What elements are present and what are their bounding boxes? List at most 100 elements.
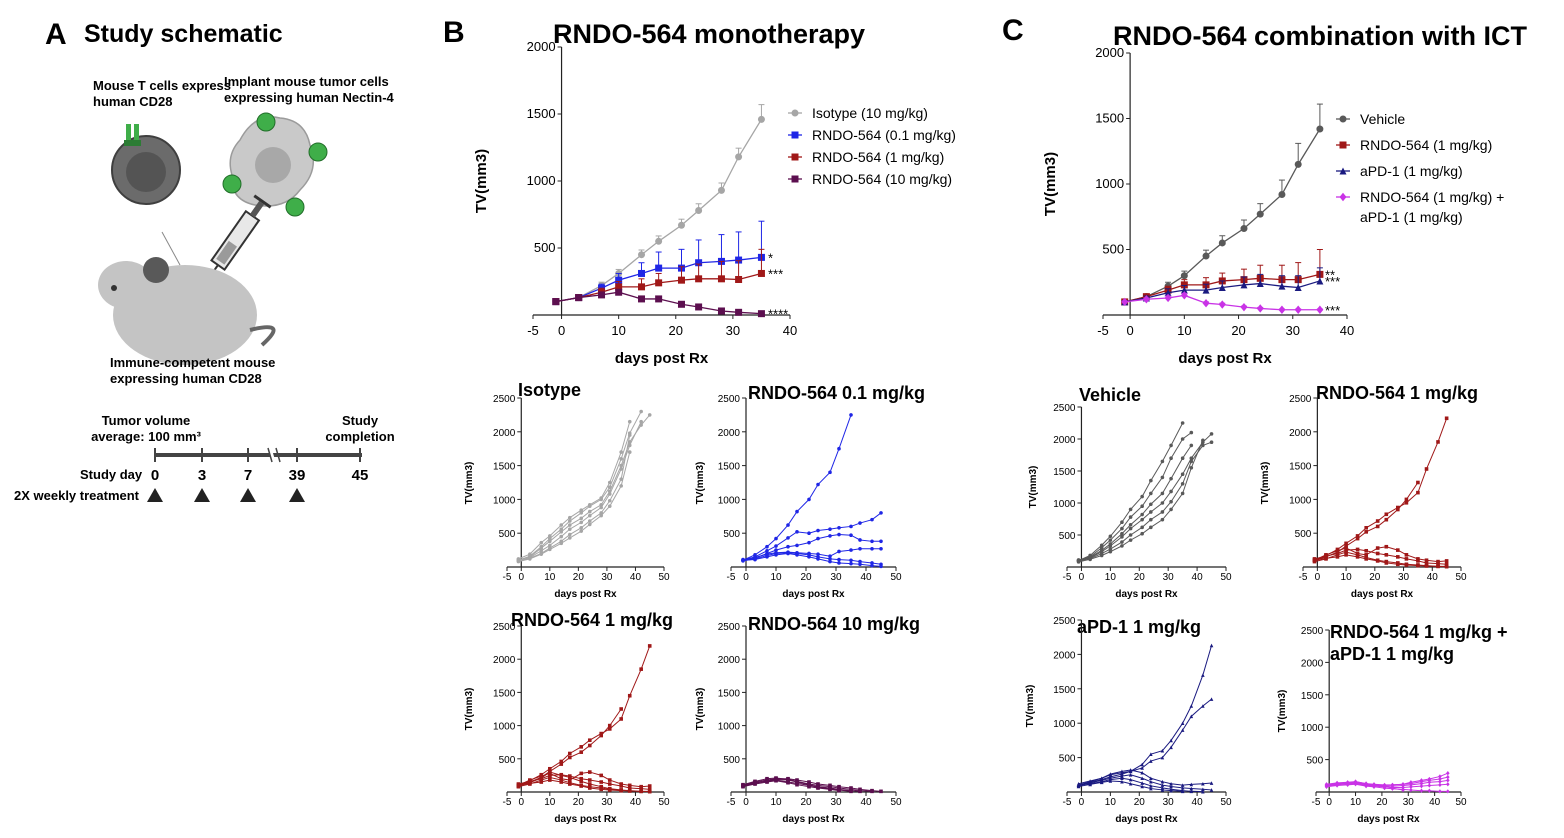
data-point — [1209, 788, 1214, 792]
data-point — [1416, 563, 1420, 568]
data-point — [1149, 510, 1153, 514]
study-day-label: Study day — [80, 467, 143, 482]
treatment-label: 2X weekly treatment — [14, 488, 140, 503]
day-45: 45 — [352, 467, 369, 484]
data-point — [579, 511, 584, 515]
data-point — [1294, 305, 1302, 314]
data-point — [1140, 770, 1144, 775]
x-tick-label: 30 — [1403, 797, 1415, 808]
data-point — [1108, 534, 1113, 539]
data-point — [559, 773, 564, 778]
data-point — [607, 504, 612, 508]
treatment-triangle-icon — [289, 488, 305, 502]
data-point — [579, 776, 584, 781]
data-point — [1128, 522, 1133, 527]
data-point — [559, 762, 564, 766]
x-axis-label: days post Rx — [1115, 814, 1178, 825]
individual-series-1 — [1076, 697, 1214, 787]
data-point — [1404, 497, 1409, 502]
mouse-illustration — [98, 231, 276, 365]
chart-C-mid: RNDO-564 1 mg/kg -5 0 10 20 30 40 50 500 1000 1500… — [1260, 383, 1478, 600]
data-point — [639, 667, 643, 671]
data-point — [1160, 517, 1165, 522]
data-point — [1149, 776, 1153, 781]
individual-series-3 — [741, 546, 883, 562]
legend-marker — [1339, 115, 1347, 123]
data-point — [1424, 467, 1429, 471]
data-point — [870, 561, 874, 565]
data-point — [607, 727, 612, 731]
data-point — [774, 778, 778, 783]
data-point — [1202, 286, 1210, 294]
data-point — [753, 782, 757, 786]
series-line — [742, 512, 882, 561]
y-tick-label: 1000 — [1053, 719, 1076, 730]
data-point — [795, 543, 799, 548]
data-point — [1140, 494, 1144, 499]
data-point — [579, 771, 584, 776]
data-point — [1189, 459, 1194, 464]
data-point — [1201, 673, 1205, 677]
data-point — [695, 303, 703, 311]
series-2 — [1121, 267, 1324, 306]
x-tick-label: 50 — [1220, 572, 1232, 583]
data-point — [1140, 531, 1144, 536]
x-tick-label: 20 — [1376, 797, 1388, 808]
data-point — [1384, 561, 1389, 565]
data-point — [1278, 282, 1286, 290]
data-point — [579, 516, 584, 521]
data-point — [1164, 289, 1172, 297]
x-tick-label: 50 — [658, 797, 670, 808]
data-point — [695, 259, 703, 267]
data-point — [1149, 779, 1153, 784]
data-point — [1384, 544, 1389, 549]
y-axis-label: TV(mm3) — [464, 688, 475, 731]
data-point — [587, 778, 592, 782]
data-point — [1160, 510, 1165, 514]
data-point — [1169, 456, 1173, 461]
x-tick-label: 20 — [669, 323, 683, 338]
individual-series-4 — [516, 409, 643, 563]
x-tick-label: -5 — [1299, 572, 1308, 583]
data-point — [1316, 125, 1324, 133]
data-point — [568, 532, 572, 537]
data-point — [548, 536, 552, 541]
data-point — [753, 557, 757, 562]
data-point — [1202, 299, 1210, 308]
data-point — [559, 780, 564, 784]
x-tick-label: -5 — [503, 572, 512, 583]
data-point — [539, 552, 544, 556]
y-tick-label: 2000 — [527, 39, 556, 54]
x-tick-label: -5 — [1097, 323, 1109, 338]
syringe-icon — [204, 194, 272, 284]
data-point — [1120, 544, 1124, 548]
data-point — [816, 557, 820, 561]
legend-marker — [791, 131, 799, 139]
x-axis-label: days post Rx — [1357, 814, 1420, 825]
data-point — [807, 555, 811, 559]
legend-label: aPD-1 (1 mg/kg) — [1360, 163, 1463, 179]
data-point — [879, 564, 883, 569]
x-axis-label: days post Rx — [1115, 589, 1178, 600]
data-point — [655, 279, 663, 287]
data-point — [548, 547, 552, 552]
data-point — [627, 786, 632, 790]
data-point — [579, 784, 584, 788]
t-cell-illustration — [111, 124, 181, 205]
data-point — [816, 536, 820, 541]
data-point — [1396, 562, 1400, 567]
data-point — [559, 759, 564, 764]
data-point — [619, 467, 623, 471]
data-point — [1189, 714, 1194, 719]
data-point — [1120, 520, 1124, 524]
data-point — [1355, 534, 1360, 538]
y-tick-label: 500 — [499, 755, 516, 766]
data-point — [647, 787, 652, 792]
x-tick-label: 30 — [1163, 572, 1175, 583]
x-tick-label: 40 — [1192, 797, 1204, 808]
data-point — [1169, 781, 1173, 786]
data-point — [1088, 555, 1092, 560]
y-tick-label: 1500 — [1095, 111, 1124, 126]
data-point — [807, 784, 811, 789]
x-tick-label: 10 — [770, 797, 782, 808]
